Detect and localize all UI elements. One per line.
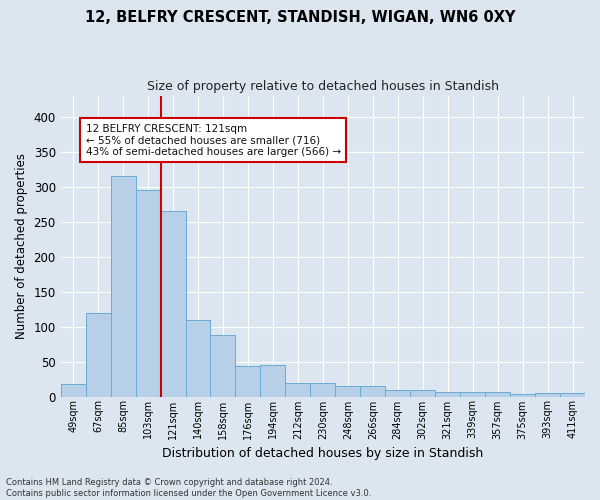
Bar <box>86 312 110 396</box>
Text: 12 BELFRY CRESCENT: 121sqm
← 55% of detached houses are smaller (716)
43% of sem: 12 BELFRY CRESCENT: 121sqm ← 55% of deta… <box>86 124 341 157</box>
Bar <box>286 382 310 396</box>
Bar <box>510 394 535 396</box>
Bar <box>110 176 136 396</box>
Title: Size of property relative to detached houses in Standish: Size of property relative to detached ho… <box>147 80 499 93</box>
Bar <box>560 393 585 396</box>
X-axis label: Distribution of detached houses by size in Standish: Distribution of detached houses by size … <box>162 447 484 460</box>
Bar <box>211 335 235 396</box>
Bar <box>235 366 260 396</box>
Bar <box>485 392 510 396</box>
Y-axis label: Number of detached properties: Number of detached properties <box>15 153 28 339</box>
Text: Contains HM Land Registry data © Crown copyright and database right 2024.
Contai: Contains HM Land Registry data © Crown c… <box>6 478 371 498</box>
Text: 12, BELFRY CRESCENT, STANDISH, WIGAN, WN6 0XY: 12, BELFRY CRESCENT, STANDISH, WIGAN, WN… <box>85 10 515 25</box>
Bar <box>460 392 485 396</box>
Bar <box>360 386 385 396</box>
Bar <box>310 382 335 396</box>
Bar <box>260 365 286 396</box>
Bar <box>535 393 560 396</box>
Bar <box>161 211 185 396</box>
Bar <box>61 384 86 396</box>
Bar <box>136 190 161 396</box>
Bar <box>385 390 410 396</box>
Bar <box>435 392 460 396</box>
Bar <box>185 320 211 396</box>
Bar <box>335 386 360 396</box>
Bar <box>410 390 435 396</box>
